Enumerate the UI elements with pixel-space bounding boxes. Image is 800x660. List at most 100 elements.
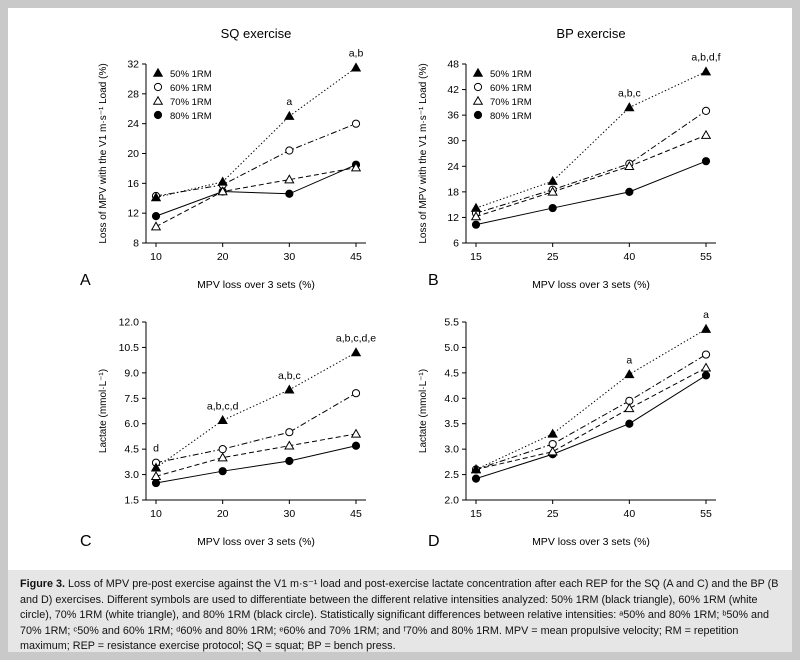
panel-d-y-tick-label: 2.0 [444,495,459,507]
figure-charts: SQ exercise 8 12 16 20 24 28 32 10 20 30 45 MPV loss… [80,26,721,550]
panel-d-y-axis-label: Lactate (mmol·L⁻¹) [418,369,429,453]
panel-c-data-point [151,478,161,488]
panel-d-series-line [475,328,707,470]
panel-d-data-point [625,419,634,428]
panel-b-y-tick-label: 6 [453,238,459,250]
panel-a-legend-marker [152,95,164,105]
panel-a-data-point [217,186,228,196]
panel-b-letter: B [428,272,439,289]
panel-b-data-point [471,220,481,229]
panel-b-x-tick-label: 40 [623,251,635,263]
panel-a-y-tick-label: 16 [127,178,139,190]
panel-c-data-point [284,440,295,450]
panel-c-series-line [155,392,357,464]
panel-b-legend-label: 70% 1RM [490,97,532,108]
panel-d-y-tick-label: 5.0 [444,342,459,354]
panel-c-data-point [217,452,228,462]
panel-d-series-line [475,367,707,470]
panel-b-legend-marker [473,82,483,92]
panel-d-data-point [701,350,711,359]
panel-c-y-tick-label: 9.0 [124,367,139,379]
panel-a-data-point [351,119,361,128]
panel-b-y-tick-label: 48 [447,59,459,71]
panel-d-x-tick-label: 55 [700,508,712,520]
panel-b-y-tick-label: 18 [447,186,459,198]
panel-d-y-tick-label: 3.0 [444,444,459,456]
panel-a-y-tick-label: 28 [127,88,139,100]
figure-panel: SQ exercise 8 12 16 20 24 28 32 10 20 30 45 MPV loss… [8,8,792,570]
panel-a-series-line [155,123,357,197]
panel-a-y-tick-label: 32 [127,59,139,71]
panel-b-data-point [624,102,635,112]
panel-c-data-point [351,389,361,398]
panel-b-legend-label: 50% 1RM [490,69,532,80]
panel-a-title: SQ exercise [221,26,292,41]
panel-a-data-point [350,162,362,172]
panel-b-data-point [701,157,711,166]
panel-a-x-tick-label: 10 [150,251,162,263]
panel-d-y-tick-label: 4.0 [444,393,459,405]
panel-a-legend-label: 80% 1RM [170,111,212,122]
panel-b-data-point [548,203,557,213]
figure-caption: Figure 3. Loss of MPV pre-post exercise … [8,570,792,652]
panel-d-y-tick-label: 3.5 [444,418,459,430]
caption-text: Loss of MPV pre-post exercise against th… [20,578,779,652]
panel-b-y-tick-label: 12 [447,212,459,224]
panel-b-annotation: a,b,d,f [691,52,720,64]
panel-a-y-tick-label: 12 [127,208,139,220]
panel-d-y-tick-label: 5.5 [444,317,459,329]
panel-d-data-point [624,403,635,413]
panel-b-data-point [624,160,635,171]
panel-a-letter: A [80,272,91,289]
panel-d-series-line [475,374,707,480]
panel-a-data-point [285,189,294,198]
panel-a-legend-label: 70% 1RM [170,97,212,108]
caption-label: Figure 3. [20,578,65,590]
panel-b-legend-marker [472,67,484,77]
panel-d-series-line [475,354,707,470]
panel-d-x-tick-label: 40 [623,508,635,520]
panel-c-annotation: a,b,c,d,e [336,333,376,345]
panel-b-series-line [475,134,707,218]
panel-a-legend-label: 50% 1RM [170,69,212,80]
panel-b-series-line [475,160,707,226]
panel-c-data-point [150,470,162,480]
panel-c-y-tick-label: 4.5 [124,444,139,456]
panel-a-y-tick-label: 24 [127,118,139,130]
panel-d-data-point [700,362,712,372]
panel-c-series-line [155,433,357,477]
panel-b-data-point [470,202,482,212]
panel-d-data-point [547,428,558,438]
panel-c-x-tick-label: 20 [217,508,229,520]
panel-a-data-point [151,212,161,221]
panel-c-series-line [155,352,357,469]
panel-a-legend-marker [152,67,164,77]
panel-a-data-point [150,221,162,231]
panel-b-y-tick-label: 36 [447,110,459,122]
panel-c-data-point [350,347,362,357]
panel-a-data-point [284,110,295,120]
panel-c-y-tick-label: 6.0 [124,418,139,430]
panel-c-annotation: d [153,443,159,455]
panel-c-data-point [218,445,227,454]
panel-d-data-point [470,464,482,474]
panel-b-data-point [700,129,712,139]
panel-b-y-tick-label: 24 [447,161,459,173]
panel-a-data-point [285,146,294,155]
panel-b-x-tick-label: 15 [470,251,482,263]
panel-a-x-axis-label: MPV loss over 3 sets (%) [197,279,315,291]
panel-b-x-axis-label: MPV loss over 3 sets (%) [532,279,650,291]
panel-c-data-point [350,428,362,438]
panel-c-x-tick-label: 45 [350,508,362,520]
panel-c-data-point [351,441,361,450]
panel-c-y-tick-label: 3.0 [124,469,139,481]
panel-d-annotation: a [626,354,632,366]
panel-b-legend-label: 80% 1RM [490,111,532,122]
panel-c-annotation: a,b,c [278,370,301,382]
panel-d-y-tick-label: 2.5 [444,469,459,481]
panel-b-legend-marker [472,95,484,105]
panel-c-x-axis-label: MPV loss over 3 sets (%) [197,536,315,548]
panel-c-y-axis-label: Lactate (mmol·L⁻¹) [98,369,109,453]
panel-c-letter: C [80,533,92,550]
panel-c-data-point [285,428,294,437]
